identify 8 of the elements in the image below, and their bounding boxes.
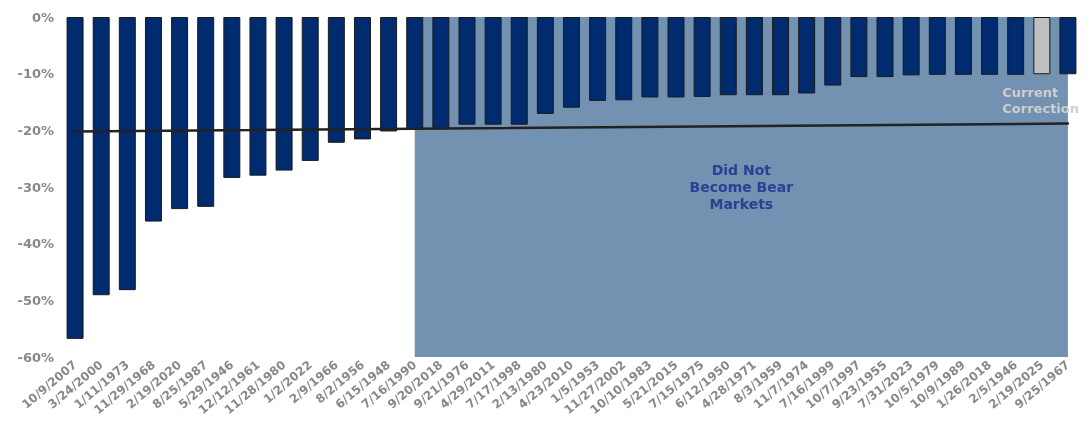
- y-tick-label: -20%: [17, 122, 54, 138]
- y-tick-label: -40%: [17, 236, 54, 252]
- y-tick-label: 0%: [31, 9, 54, 25]
- band-label: Did Not Become Bear Markets: [689, 162, 794, 212]
- y-tick-label: -10%: [17, 66, 54, 82]
- y-tick-label: -50%: [17, 292, 54, 308]
- y-tick-label: -30%: [17, 179, 54, 195]
- y-tick-label: -60%: [17, 349, 54, 365]
